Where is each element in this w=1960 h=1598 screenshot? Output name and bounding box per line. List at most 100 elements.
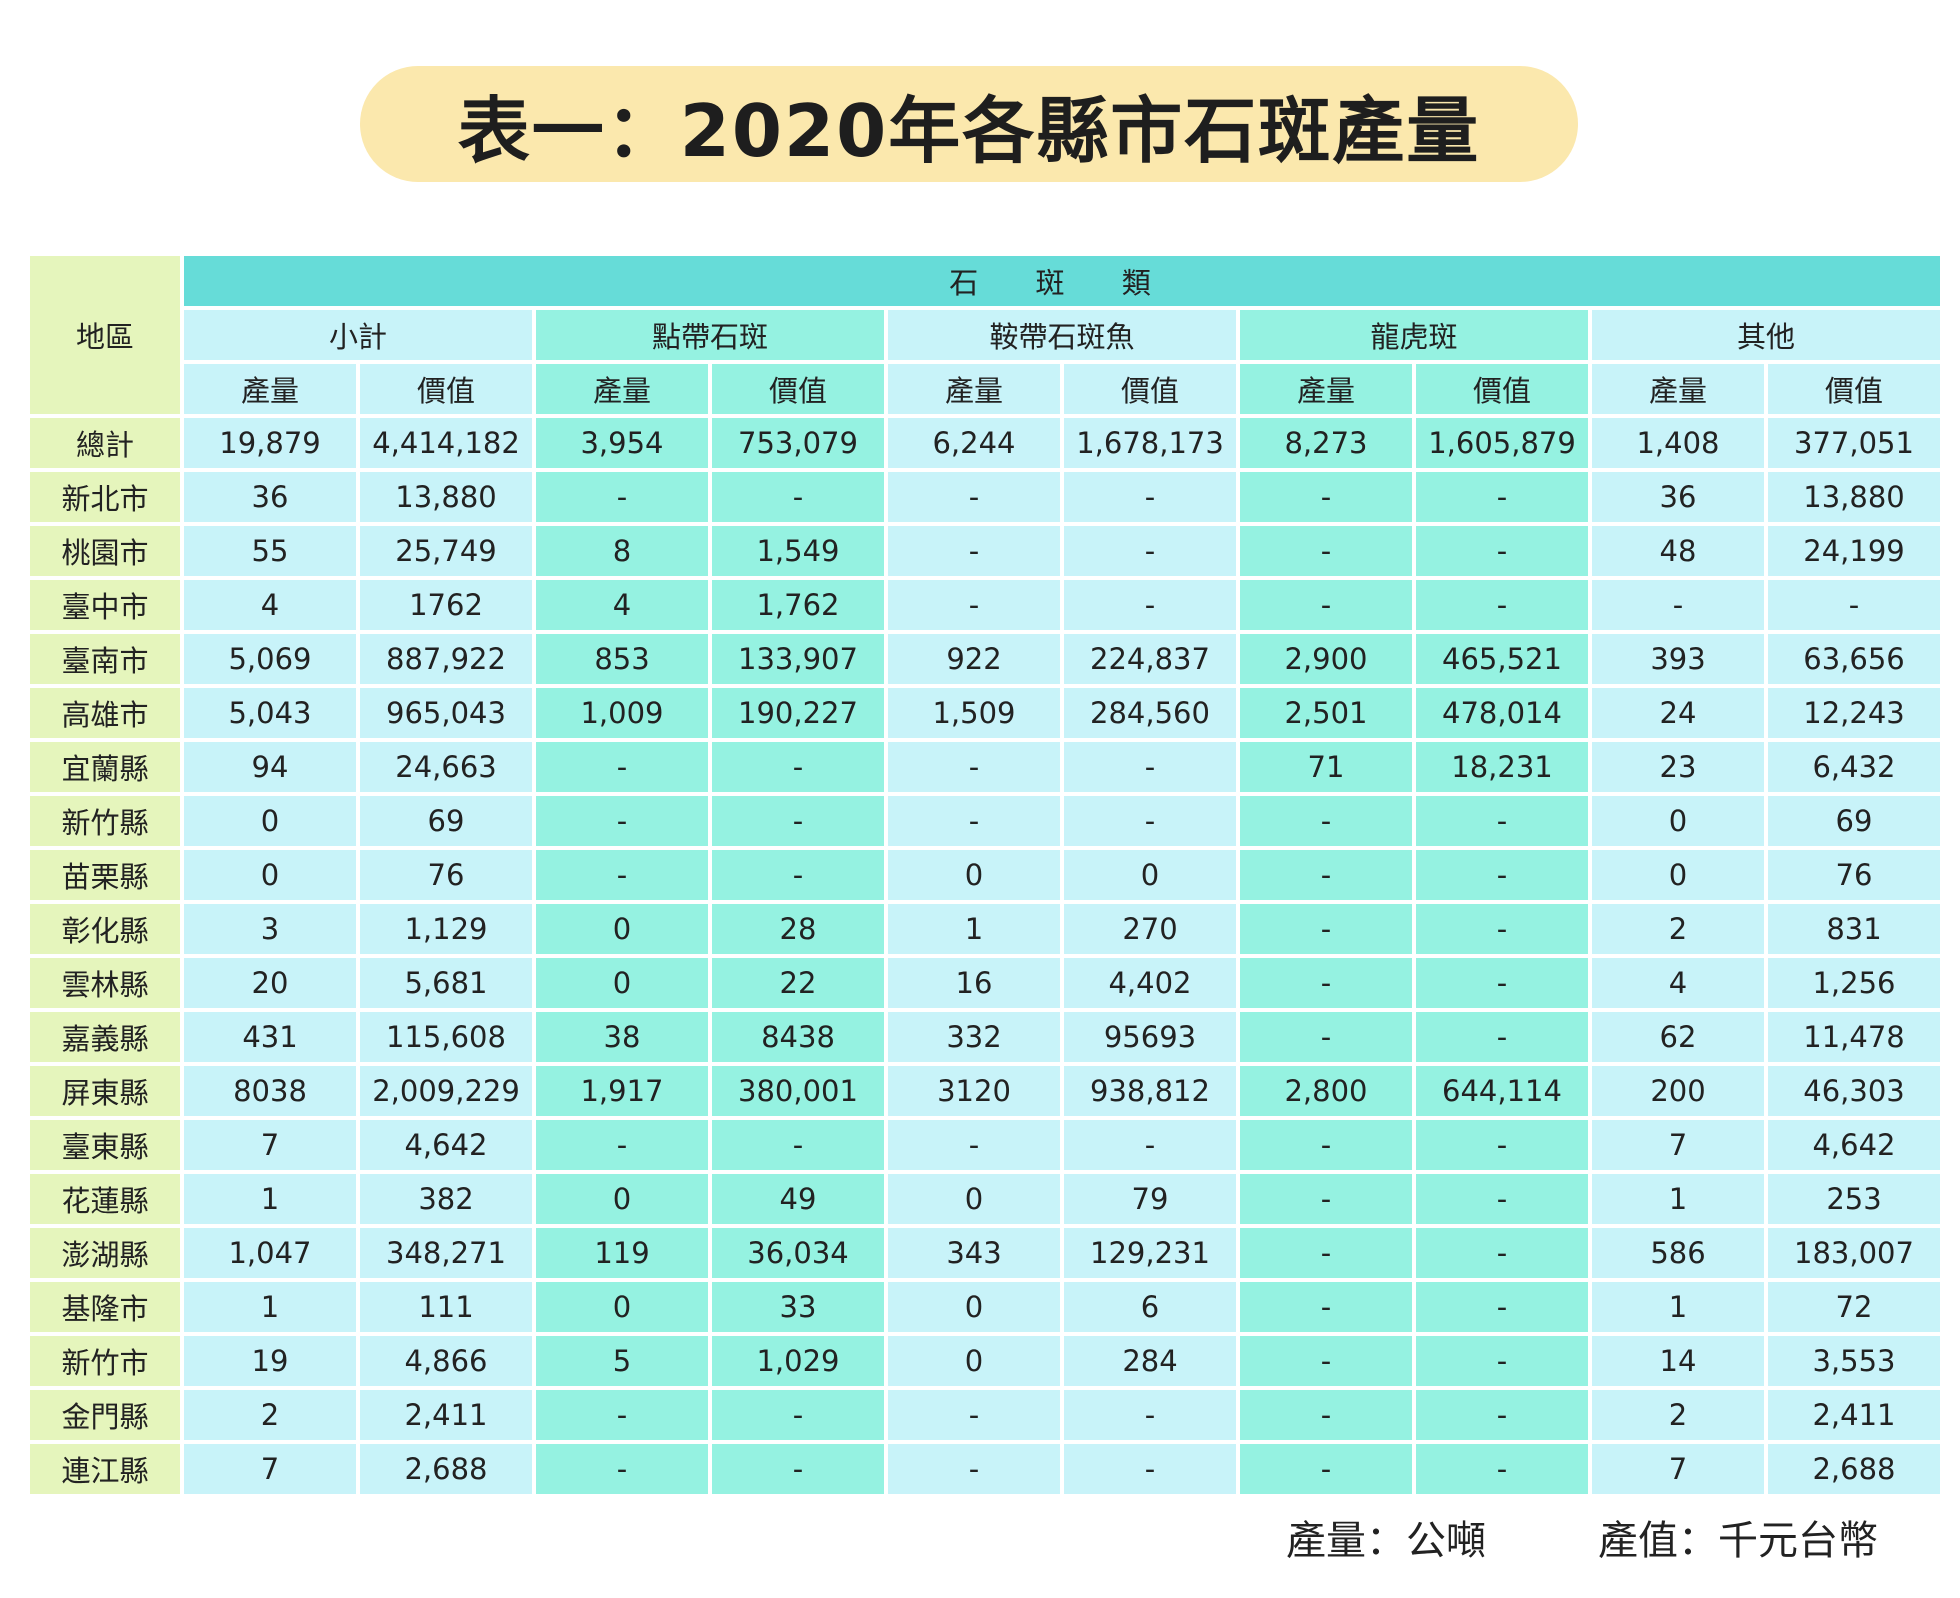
table-cell: 0 bbox=[1592, 850, 1764, 900]
table-cell: - bbox=[1416, 1336, 1588, 1386]
table-cell: 8,273 bbox=[1240, 418, 1412, 468]
table-cell: 5,069 bbox=[184, 634, 356, 684]
table-cell: - bbox=[1064, 1444, 1236, 1494]
table-cell: 0 bbox=[888, 1336, 1060, 1386]
table-cell: - bbox=[1240, 526, 1412, 576]
table-cell: 393 bbox=[1592, 634, 1764, 684]
table-cell: - bbox=[1240, 580, 1412, 630]
table-cell: - bbox=[1064, 472, 1236, 522]
table-cell: 111 bbox=[360, 1282, 532, 1332]
sub-header: 價值 bbox=[360, 364, 532, 414]
table-cell: 119 bbox=[536, 1228, 708, 1278]
table-cell: 11,478 bbox=[1768, 1012, 1940, 1062]
table-cell: - bbox=[1240, 904, 1412, 954]
sub-header: 價值 bbox=[1768, 364, 1940, 414]
category-header: 石 斑 類 bbox=[184, 256, 1940, 306]
table-cell: 94 bbox=[184, 742, 356, 792]
table-cell: 1,917 bbox=[536, 1066, 708, 1116]
table-cell: 1 bbox=[1592, 1174, 1764, 1224]
table-cell: 224,837 bbox=[1064, 634, 1236, 684]
region-label: 苗栗縣 bbox=[30, 850, 180, 900]
table-cell: - bbox=[1416, 526, 1588, 576]
table-cell: 71 bbox=[1240, 742, 1412, 792]
table-cell: 831 bbox=[1768, 904, 1940, 954]
table-cell: 16 bbox=[888, 958, 1060, 1008]
table-cell: 6,432 bbox=[1768, 742, 1940, 792]
title-banner: 表一：2020年各縣市石斑產量 bbox=[360, 66, 1578, 182]
region-label: 臺東縣 bbox=[30, 1120, 180, 1170]
table-cell: - bbox=[1416, 850, 1588, 900]
table-cell: 1 bbox=[184, 1174, 356, 1224]
table-cell: 8038 bbox=[184, 1066, 356, 1116]
table-cell: 72 bbox=[1768, 1282, 1940, 1332]
table-cell: 0 bbox=[184, 850, 356, 900]
table-cell: 1,408 bbox=[1592, 418, 1764, 468]
table-cell: 586 bbox=[1592, 1228, 1764, 1278]
table-cell: - bbox=[536, 1444, 708, 1494]
table-cell: - bbox=[536, 796, 708, 846]
sub-header: 價值 bbox=[712, 364, 884, 414]
table-cell: - bbox=[888, 580, 1060, 630]
table-cell: 13,880 bbox=[1768, 472, 1940, 522]
table-cell: 2,688 bbox=[360, 1444, 532, 1494]
table-cell: 2,411 bbox=[1768, 1390, 1940, 1440]
table-cell: - bbox=[1592, 580, 1764, 630]
table-cell: 4,866 bbox=[360, 1336, 532, 1386]
table-cell: - bbox=[1240, 796, 1412, 846]
table-cell: - bbox=[712, 850, 884, 900]
table-cell: - bbox=[1416, 1444, 1588, 1494]
sub-header: 產量 bbox=[536, 364, 708, 414]
table-cell: - bbox=[1064, 580, 1236, 630]
table-cell: 24 bbox=[1592, 688, 1764, 738]
table-cell: - bbox=[1416, 904, 1588, 954]
table-cell: 2,009,229 bbox=[360, 1066, 532, 1116]
table-cell: 3,553 bbox=[1768, 1336, 1940, 1386]
region-label: 臺中市 bbox=[30, 580, 180, 630]
table-cell: - bbox=[1240, 1120, 1412, 1170]
table-cell: 465,521 bbox=[1416, 634, 1588, 684]
species-header: 鞍帶石斑魚 bbox=[888, 310, 1236, 360]
table-cell: 0 bbox=[536, 904, 708, 954]
table-cell: 478,014 bbox=[1416, 688, 1588, 738]
table-cell: 2 bbox=[184, 1390, 356, 1440]
region-label: 臺南市 bbox=[30, 634, 180, 684]
table-cell: 76 bbox=[360, 850, 532, 900]
table-cell: - bbox=[888, 472, 1060, 522]
table-cell: - bbox=[1768, 580, 1940, 630]
table-cell: 1,605,879 bbox=[1416, 418, 1588, 468]
table-cell: - bbox=[1064, 742, 1236, 792]
sub-header: 產量 bbox=[888, 364, 1060, 414]
table-cell: - bbox=[536, 850, 708, 900]
table-cell: - bbox=[1416, 796, 1588, 846]
table-cell: 0 bbox=[888, 850, 1060, 900]
table-cell: 25,749 bbox=[360, 526, 532, 576]
table-cell: 5 bbox=[536, 1336, 708, 1386]
table-cell: - bbox=[1064, 1390, 1236, 1440]
table-cell: 3,954 bbox=[536, 418, 708, 468]
table-cell: 36,034 bbox=[712, 1228, 884, 1278]
table-cell: - bbox=[888, 526, 1060, 576]
table-cell: 13,880 bbox=[360, 472, 532, 522]
table-cell: 0 bbox=[1592, 796, 1764, 846]
table-cell: - bbox=[1416, 1012, 1588, 1062]
table-cell: 1,256 bbox=[1768, 958, 1940, 1008]
table-cell: 62 bbox=[1592, 1012, 1764, 1062]
table-cell: - bbox=[1064, 796, 1236, 846]
table-cell: 1 bbox=[888, 904, 1060, 954]
species-header: 其他 bbox=[1592, 310, 1940, 360]
table-cell: 133,907 bbox=[712, 634, 884, 684]
table-cell: 922 bbox=[888, 634, 1060, 684]
table-cell: - bbox=[1416, 472, 1588, 522]
table-cell: - bbox=[1416, 1228, 1588, 1278]
table-cell: 28 bbox=[712, 904, 884, 954]
table-cell: 4 bbox=[536, 580, 708, 630]
table-cell: 1,009 bbox=[536, 688, 708, 738]
table-cell: 5,043 bbox=[184, 688, 356, 738]
region-label: 新北市 bbox=[30, 472, 180, 522]
table-cell: 95693 bbox=[1064, 1012, 1236, 1062]
unit-production-note: 產量：公噸 bbox=[1286, 1518, 1486, 1564]
table-cell: 332 bbox=[888, 1012, 1060, 1062]
region-label: 澎湖縣 bbox=[30, 1228, 180, 1278]
table-cell: - bbox=[888, 1390, 1060, 1440]
table-cell: 0 bbox=[536, 1282, 708, 1332]
